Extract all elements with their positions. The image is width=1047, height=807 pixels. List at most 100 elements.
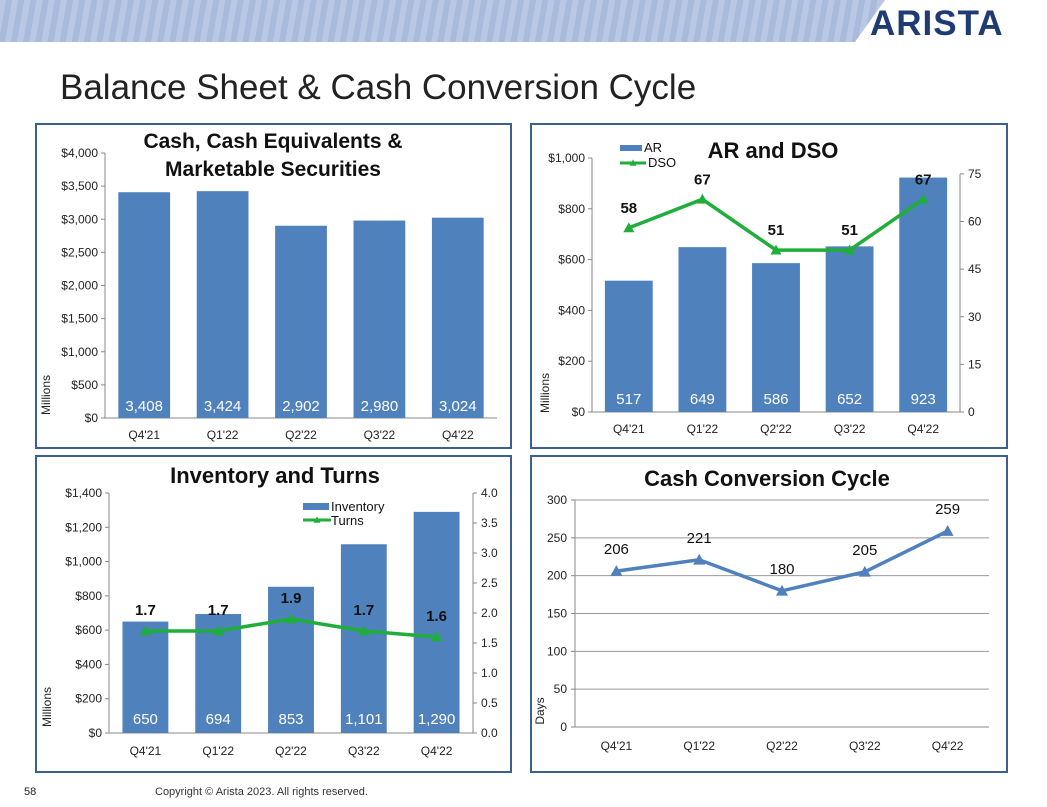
cash-chart-panel: Cash, Cash Equivalents & Marketable Secur…: [35, 123, 512, 449]
y-tick-label: $400: [75, 657, 102, 671]
line-value-label: 205: [852, 542, 877, 559]
y-tick-label: $1,000: [65, 555, 102, 569]
bar-value-label: 649: [690, 391, 715, 408]
y2-tick-label: 3.0: [481, 546, 498, 560]
bar: [275, 226, 327, 418]
y-tick-label: 250: [547, 531, 567, 545]
bar-value-label: 650: [133, 711, 158, 728]
page-number: 58: [24, 786, 36, 798]
y2-tick-label: 0.0: [481, 726, 498, 740]
line-value-label: 206: [604, 541, 629, 558]
y-tick-label: $200: [75, 692, 102, 706]
x-tick-label: Q4'21: [601, 739, 633, 753]
x-tick-label: Q1'22: [683, 739, 715, 753]
x-tick-label: Q4'21: [128, 428, 160, 442]
line-marker: [942, 525, 954, 536]
y-tick-label: $1,400: [65, 486, 102, 500]
chart-title: Marketable Securities: [165, 158, 381, 181]
y-tick-label: $500: [71, 378, 98, 392]
y2-tick-label: 4.0: [481, 486, 498, 500]
y2-tick-label: 45: [968, 262, 982, 276]
x-tick-label: Q2'22: [766, 739, 798, 753]
line-marker: [697, 194, 708, 204]
y-tick-label: 300: [547, 493, 567, 507]
line-value-label: 67: [694, 171, 711, 188]
copyright: Copyright © Arista 2023. All rights rese…: [155, 786, 368, 798]
bar-value-label: 2,902: [282, 398, 320, 415]
y-tick-label: $600: [75, 623, 102, 637]
y-tick-label: $1,500: [61, 312, 98, 326]
chart-title: AR and DSO: [708, 138, 839, 163]
y2-tick-label: 1.0: [481, 666, 498, 680]
x-tick-label: Q4'22: [907, 422, 939, 436]
x-tick-label: Q1'22: [202, 744, 234, 758]
y-tick-label: $3,000: [61, 212, 98, 226]
ar-dso-chart: AR and DSO$0$200$400$600$800$1,000015304…: [532, 125, 1006, 447]
y-tick-label: $3,500: [61, 179, 98, 193]
y2-tick-label: 2.0: [481, 606, 498, 620]
legend-label-dso: DSO: [648, 155, 676, 170]
y2-tick-label: 30: [968, 310, 982, 324]
bar-value-label: 3,408: [125, 398, 163, 415]
line-value-label: 1.9: [281, 590, 302, 607]
y-tick-label: 200: [547, 569, 567, 583]
y-tick-label: 150: [547, 607, 567, 621]
line-value-label: 259: [935, 501, 960, 518]
y-tick-label: $800: [558, 202, 585, 216]
line-value-label: 1.7: [135, 602, 156, 619]
bar-value-label: 2,980: [361, 398, 399, 415]
line-value-label: 180: [769, 561, 794, 578]
x-tick-label: Q2'22: [285, 428, 317, 442]
y-tick-label: 50: [554, 682, 568, 696]
y2-tick-label: 1.5: [481, 636, 498, 650]
x-tick-label: Q4'22: [932, 739, 964, 753]
bar: [432, 218, 484, 418]
y-tick-label: $400: [558, 303, 585, 317]
y2-tick-label: 2.5: [481, 576, 498, 590]
y-axis-label: Millions: [40, 687, 54, 727]
line-value-label: 1.7: [208, 602, 229, 619]
bar: [341, 544, 387, 733]
x-tick-label: Q2'22: [275, 744, 307, 758]
y-tick-label: $600: [558, 253, 585, 267]
cash-conversion-cycle-chart-panel: Cash Conversion Cycle 0 50 100 150 200 250 300 Q…: [530, 455, 1008, 773]
x-tick-label: Q1'22: [207, 428, 239, 442]
inventory-turns-chart: Inventory and Turns $0 $200 $400 $600 $800 $1,…: [37, 457, 510, 771]
y-tick-label: $1,000: [61, 345, 98, 359]
y2-tick-label: 15: [968, 357, 982, 371]
y-tick-label: $1,000: [548, 151, 585, 165]
legend-label-ar: AR: [644, 140, 662, 155]
x-tick-label: Q4'21: [130, 744, 162, 758]
y2-tick-label: 75: [968, 167, 982, 181]
bar: [752, 263, 800, 412]
x-tick-label: Q4'22: [421, 744, 453, 758]
y-tick-label: 100: [547, 644, 567, 658]
inventory-turns-chart-panel: Inventory and Turns $0 $200 $400 $600 $800 $1,…: [35, 455, 512, 773]
legend-swatch-inventory: [303, 503, 329, 510]
bar-value-label: 3,424: [204, 398, 242, 415]
y2-tick-label: 0.5: [481, 696, 498, 710]
chart-title: Cash Conversion Cycle: [644, 466, 890, 491]
y-tick-label: 0: [560, 720, 567, 734]
legend-label-turns: Turns: [331, 513, 364, 528]
x-tick-label: Q2'22: [760, 422, 792, 436]
x-tick-label: Q1'22: [687, 422, 719, 436]
x-tick-label: Q3'22: [364, 428, 396, 442]
y2-tick-label: 3.5: [481, 516, 498, 530]
legend-swatch-ar: [620, 145, 642, 151]
x-tick-label: Q3'22: [834, 422, 866, 436]
cash-chart: Cash, Cash Equivalents & Marketable Secur…: [37, 125, 510, 447]
y-tick-label: $0: [85, 411, 99, 425]
arista-logo: ARISTA: [870, 4, 1004, 44]
bar: [118, 192, 170, 418]
y-tick-label: $2,500: [61, 245, 98, 259]
cash-conversion-cycle-chart: Cash Conversion Cycle 0 50 100 150 200 250 300 Q…: [532, 457, 1006, 771]
y-axis-label: Days: [533, 697, 547, 724]
line-value-label: 1.7: [353, 602, 374, 619]
line-value-label: 67: [915, 171, 932, 188]
bar-value-label: 694: [206, 711, 231, 728]
x-tick-label: Q4'22: [442, 428, 474, 442]
bar: [354, 221, 406, 418]
y2-tick-label: 60: [968, 215, 982, 229]
bar-value-label: 1,101: [345, 711, 383, 728]
